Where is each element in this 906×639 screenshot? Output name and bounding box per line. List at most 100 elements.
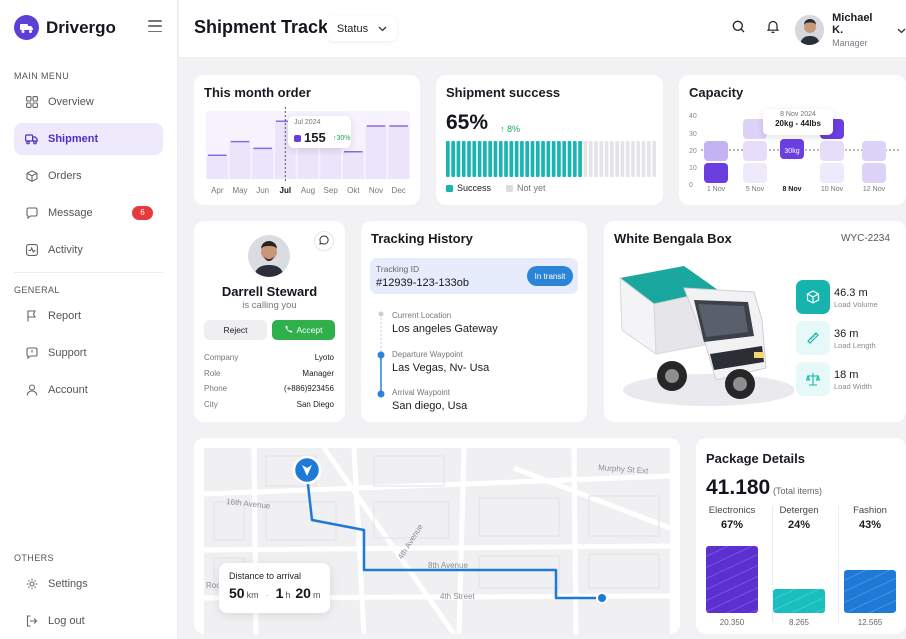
tracking-id-value: #12939-123-133ob	[376, 277, 469, 289]
capacity-cell	[820, 163, 844, 183]
capacity-x-tick: 8 Nov	[782, 186, 801, 193]
truck-logo-icon	[14, 15, 39, 40]
month-order-title: This month order	[204, 85, 311, 100]
gear-icon	[25, 578, 38, 591]
capacity-x-tick: 5 Nov	[746, 186, 765, 193]
legend-label: Success	[457, 183, 492, 193]
waypoint-label: Arrival Waypoint	[392, 388, 450, 397]
notyet-bar	[609, 141, 614, 177]
search-button[interactable]	[724, 15, 752, 43]
status-dropdown[interactable]: Status	[327, 16, 397, 41]
month-order-area	[343, 151, 364, 179]
sidebar-item-label: Message	[48, 207, 93, 219]
tooltip-date: Jul 2024	[294, 119, 321, 126]
notyet-bar	[588, 141, 593, 177]
capacity-cell	[780, 139, 804, 159]
tracking-id-label: Tracking ID	[376, 264, 420, 274]
success-bar	[557, 141, 561, 177]
sidebar-item-activity[interactable]: Activity	[14, 234, 163, 266]
minute-value: 20	[295, 585, 311, 601]
success-bar	[504, 141, 508, 177]
success-bar	[483, 141, 487, 177]
success-bar	[488, 141, 493, 177]
capacity-cell	[704, 163, 728, 183]
notyet-bar	[636, 141, 641, 177]
sidebar-item-label: Log out	[48, 615, 85, 627]
waypoint-value: San diego, Usa	[392, 400, 468, 412]
category-percent: 43%	[858, 519, 882, 531]
success-bar	[451, 141, 455, 177]
notyet-bar	[594, 141, 598, 177]
sidebar-item-account[interactable]: Account	[14, 374, 163, 406]
category-label: Fashion	[853, 505, 887, 516]
success-bar	[472, 141, 477, 177]
sidebar-item-orders[interactable]: Orders	[14, 160, 163, 192]
success-bar	[446, 141, 450, 177]
sidebar-item-settings[interactable]: Settings	[14, 568, 163, 600]
sidebar-item-label: Activity	[48, 244, 83, 256]
menu-toggle-icon[interactable]	[148, 20, 162, 32]
app-name: Drivergo	[46, 17, 116, 37]
in-transit-badge[interactable]: In transit	[527, 266, 573, 286]
capacity-tooltip-value: 20kg - 44lbs	[775, 119, 821, 128]
month-tick-label: Aug	[301, 186, 315, 195]
hour-unit: h	[285, 590, 291, 600]
notyet-bar	[604, 141, 609, 177]
month-order-area	[388, 125, 409, 179]
detail-value: San Diego	[296, 400, 334, 409]
sidebar-item-shipment[interactable]: Shipment	[14, 123, 163, 155]
notyet-bar	[631, 141, 635, 177]
user-menu[interactable]: Michael K. Manager	[795, 12, 906, 48]
month-tick-label: May	[232, 186, 247, 195]
sidebar-item-report[interactable]: Report	[14, 300, 163, 332]
user-role: Manager	[832, 38, 868, 48]
notifications-button[interactable]	[759, 15, 787, 43]
sidebar-item-label: Settings	[48, 578, 88, 590]
sidebar-item-overview[interactable]: Overview	[14, 86, 163, 118]
category-count: 20.350	[719, 618, 745, 627]
category-count: 12.565	[857, 618, 883, 627]
km-value: 50	[229, 585, 245, 601]
success-bar	[567, 141, 572, 177]
sidebar-item-label: Support	[48, 347, 87, 359]
others-label: OTHERS	[14, 553, 54, 563]
sidebar-item-message[interactable]: Message 6	[14, 197, 163, 229]
map-card[interactable]: Murphy St Ext 16th Avenue 4th Avenue 8th…	[194, 438, 680, 634]
sidebar-item-label: Account	[48, 384, 88, 396]
package-title: Package Details	[706, 451, 806, 466]
km-unit: km	[246, 590, 259, 600]
capacity-x-tick: 12 Nov	[863, 186, 886, 193]
app-logo[interactable]: Drivergo	[14, 15, 116, 40]
month-order-card: This month order Apr May Jun Jul Aug Sep Okt No…	[194, 75, 420, 205]
legend-swatch	[446, 184, 453, 192]
message-caller-button[interactable]	[314, 231, 334, 251]
success-bar-chart	[446, 141, 656, 177]
sidebar-item-label: Shipment	[48, 133, 99, 145]
top-header: Shipment Track Status Michael K. Manager	[179, 0, 906, 58]
success-bar	[572, 141, 577, 177]
sidebar-item-support[interactable]: Support	[14, 337, 163, 369]
user-name: Michael K.	[832, 12, 873, 36]
success-bar	[535, 141, 540, 177]
category-label: Electronics	[708, 505, 756, 516]
capacity-y-tick: 40	[689, 113, 697, 120]
category-bar	[706, 546, 758, 613]
street-label: Murphy St Ext	[598, 463, 650, 476]
scale-icon	[796, 362, 830, 396]
notyet-bar	[615, 141, 619, 177]
cube-icon	[796, 280, 830, 314]
notyet-bar	[620, 141, 625, 177]
month-tick-label: Jul	[280, 186, 292, 195]
reject-button[interactable]: Reject	[204, 320, 267, 340]
hour-value: 1	[275, 585, 284, 601]
month-order-tooltip: Jul 2024 155 ↑30%	[288, 116, 351, 148]
capacity-y-tick: 0	[689, 182, 693, 189]
month-order-area	[365, 125, 387, 179]
sidebar-item-logout[interactable]: Log out	[14, 605, 163, 637]
waypoint-value: Las Vegas, Nv- Usa	[392, 362, 490, 374]
chat-icon	[319, 232, 329, 250]
flag-icon	[25, 310, 38, 323]
accept-button[interactable]: Accept	[272, 320, 335, 340]
month-tick-label: Nov	[369, 186, 383, 195]
success-bar	[467, 141, 471, 177]
